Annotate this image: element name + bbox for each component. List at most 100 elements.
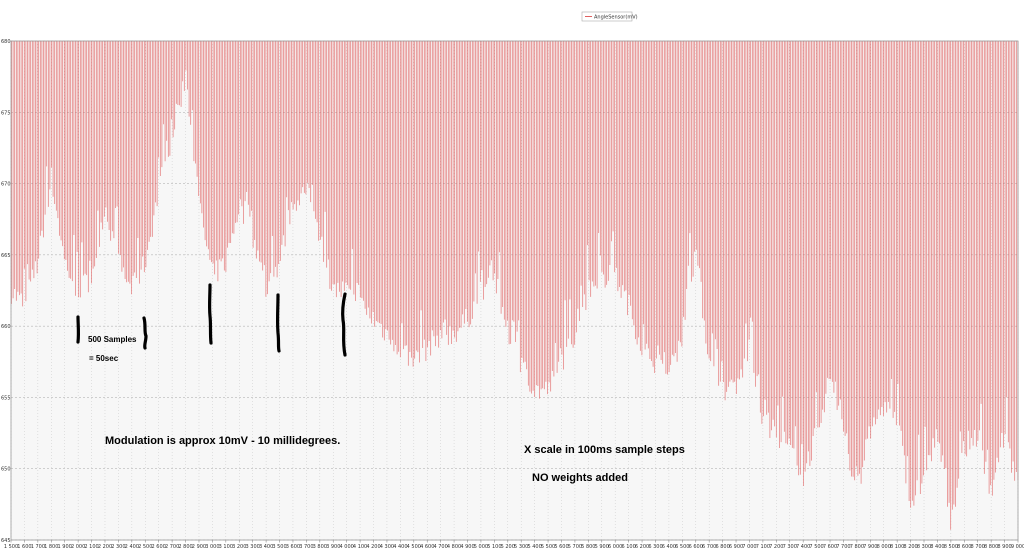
x-tick-label: 7 000 (742, 544, 756, 550)
x-tick-label: 8 100 (890, 544, 904, 550)
x-tick-label: 6 000 (608, 544, 622, 550)
y-tick-labels: 645 650 655 660 665 670 675 680 (1, 39, 11, 544)
xscale-annotation: X scale in 100ms sample steps (524, 444, 685, 456)
x-tick-label: 2 900 (192, 544, 206, 550)
x-tick-label: 7 900 (863, 544, 877, 550)
x-tick-label: 5 600 (554, 544, 568, 550)
x-tick-label: 6 800 (715, 544, 729, 550)
x-tick-label: 9 000 (1011, 544, 1024, 550)
x-tick-label: 4 700 (433, 544, 447, 550)
x-tick-label: 4 000 (340, 544, 354, 550)
x-tick-label: 7 600 (823, 544, 837, 550)
x-tick-label: 5 900 (595, 544, 609, 550)
x-tick-label: 4 300 (380, 544, 394, 550)
x-tick-label: 6 400 (662, 544, 676, 550)
x-tick-label: 6 200 (635, 544, 649, 550)
x-tick-label: 5 300 (514, 544, 528, 550)
x-tick-label: 2 000 (71, 544, 85, 550)
y-tick-label: 675 (1, 110, 11, 116)
hand-drawn-markers (76, 283, 347, 357)
y-tick-label: 655 (1, 395, 11, 401)
x-tick-label: 2 700 (165, 544, 179, 550)
axis-layer (10, 40, 1019, 541)
series-layer (11, 41, 1019, 530)
x-tick-label: 3 700 (299, 544, 313, 550)
x-tick-label: 2 100 (84, 544, 98, 550)
x-tick-label: 3 500 (272, 544, 286, 550)
y-tick-label: 680 (1, 39, 11, 45)
x-tick-label: 7 800 (850, 544, 864, 550)
weights-annotation: NO weights added (532, 472, 628, 484)
y-tick-label: 665 (1, 253, 11, 259)
x-tick-label: 6 300 (648, 544, 662, 550)
x-tick-label: 6 100 (621, 544, 635, 550)
y-tick-label: 650 (1, 467, 11, 473)
time-annotation: = 50sec (89, 354, 119, 363)
x-tick-label: 3 600 (286, 544, 300, 550)
x-tick-label: 4 400 (393, 544, 407, 550)
x-tick-label: 1 500 (4, 544, 18, 550)
x-tick-label: 2 400 (125, 544, 139, 550)
x-tick-label: 3 300 (246, 544, 260, 550)
x-tick-label: 6 900 (729, 544, 743, 550)
marker-stroke-2 (142, 316, 148, 350)
x-tick-label: 3 200 (232, 544, 246, 550)
x-tick-label: 8 000 (877, 544, 891, 550)
legend-entry-label: AngleSensor(mV) (594, 15, 638, 21)
marker-stroke-3 (207, 283, 213, 345)
x-tick-label: 4 800 (447, 544, 461, 550)
x-tick-label: 5 100 (487, 544, 501, 550)
y-tick-label: 670 (1, 182, 11, 188)
x-tick-label: 1 600 (17, 544, 31, 550)
y-tick-label: 645 (1, 538, 11, 544)
x-tick-label: 7 300 (783, 544, 797, 550)
x-tick-label: 3 100 (219, 544, 233, 550)
x-tick-label: 3 800 (313, 544, 327, 550)
x-tick-label: 7 100 (756, 544, 770, 550)
x-tick-label: 5 700 (568, 544, 582, 550)
x-tick-label: 1 700 (31, 544, 45, 550)
x-tick-label: 4 500 (407, 544, 421, 550)
legend-box (581, 11, 633, 22)
x-tick-label: 6 500 (675, 544, 689, 550)
x-tick-label: 4 900 (460, 544, 474, 550)
x-tick-label: 8 700 (971, 544, 985, 550)
x-tick-label: 3 900 (326, 544, 340, 550)
marker-stroke-5 (341, 292, 347, 357)
x-tick-label: 4 200 (366, 544, 380, 550)
x-tick-label: 8 600 (957, 544, 971, 550)
x-tick-label: 5 800 (581, 544, 595, 550)
x-tick-label: 4 600 (420, 544, 434, 550)
x-tick-label: 5 000 (474, 544, 488, 550)
x-tick-label: 8 900 (997, 544, 1011, 550)
x-tick-label: 8 800 (984, 544, 998, 550)
x-tick-label: 1 800 (44, 544, 58, 550)
x-tick-label: 7 700 (836, 544, 850, 550)
x-tick-label: 5 500 (541, 544, 555, 550)
y-tick-label: 660 (1, 324, 11, 330)
x-tick-label: 8 300 (917, 544, 931, 550)
x-tick-label: 8 200 (903, 544, 917, 550)
x-tick-label: 8 500 (944, 544, 958, 550)
x-tick-label: 2 600 (152, 544, 166, 550)
samples-annotation: 500 Samples (88, 335, 137, 344)
x-tick-label: 3 000 (205, 544, 219, 550)
plot-frame (10, 40, 1019, 541)
x-tick-label: 2 800 (178, 544, 192, 550)
x-tick-label: 3 400 (259, 544, 273, 550)
x-tick-label: 5 200 (501, 544, 515, 550)
x-tick-label: 6 700 (702, 544, 716, 550)
x-tick-label: 7 200 (769, 544, 783, 550)
x-tick-label: 2 200 (98, 544, 112, 550)
x-tick-label: 1 900 (58, 544, 72, 550)
legend: AngleSensor(mV) (581, 11, 638, 22)
x-tick-label: 2 300 (111, 544, 125, 550)
x-tick-label: 4 100 (353, 544, 367, 550)
x-tick-label: 8 400 (930, 544, 944, 550)
x-tick-label: 5 400 (527, 544, 541, 550)
x-tick-label: 2 500 (138, 544, 152, 550)
x-tick-label: 7 500 (809, 544, 823, 550)
modulation-annotation: Modulation is approx 10mV - 10 millidegr… (105, 435, 340, 447)
